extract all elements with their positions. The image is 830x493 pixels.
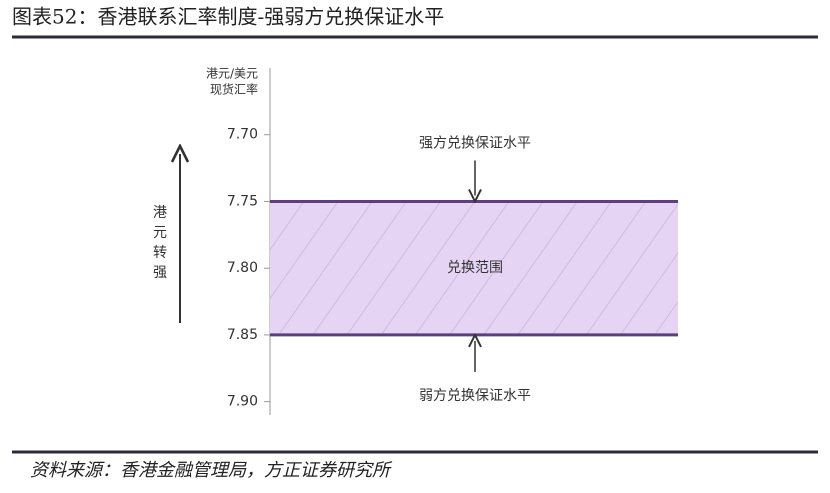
y-label: 港元/美元 [206, 67, 258, 81]
direction-label: 港 [153, 205, 167, 221]
y-label: 现货汇率 [210, 82, 258, 97]
band-label: 兑换范围 [447, 259, 503, 276]
direction-label: 转 [153, 245, 167, 261]
direction-label: 元 [153, 225, 167, 241]
y-tick-label: 7.80 [227, 260, 258, 276]
direction-label: 强 [153, 265, 167, 281]
source: 资料来源：香港金融管理局，方正证券研究所 [30, 460, 393, 481]
upper-label: 强方兑换保证水平 [419, 134, 531, 151]
title: 图表52：香港联系汇率制度-强弱方兑换保证水平 [12, 5, 444, 29]
y-tick-label: 7.90 [227, 394, 258, 410]
lower-label: 弱方兑换保证水平 [419, 387, 531, 404]
band-hatch [270, 201, 678, 335]
y-tick-label: 7.70 [227, 127, 258, 143]
y-tick-label: 7.75 [227, 193, 258, 209]
y-tick-label: 7.85 [227, 327, 258, 343]
